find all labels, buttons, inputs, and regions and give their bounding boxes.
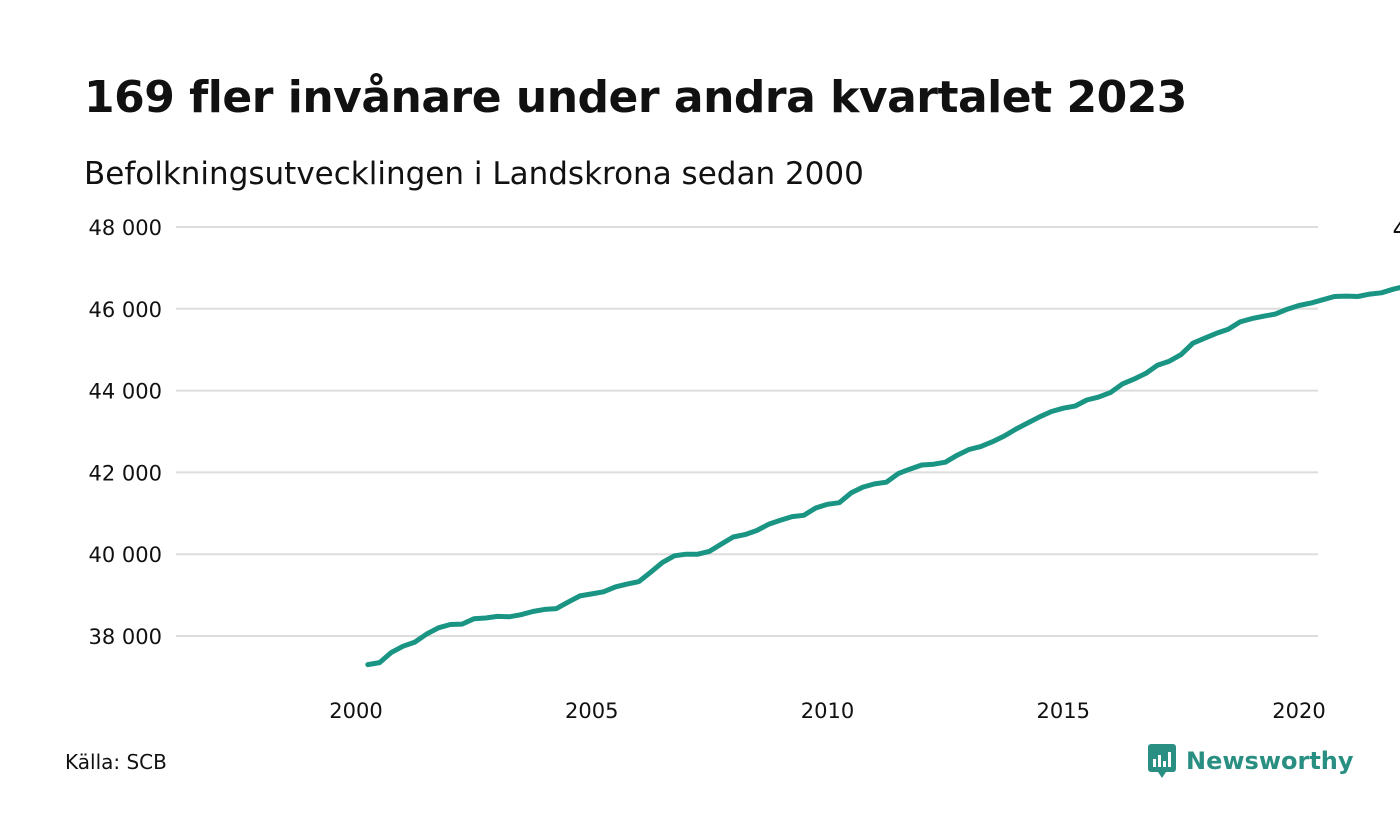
- y-axis: 38 000 40 000 42 000 44 000 46 000 48 000: [89, 216, 162, 649]
- chart-title: 169 fler invånare under andra kvartalet …: [84, 72, 1187, 123]
- y-tick-label: 40 000: [89, 543, 162, 567]
- brand-logo: Newsworthy: [1148, 744, 1354, 778]
- y-tick-label: 38 000: [89, 625, 162, 649]
- source-note: Källa: SCB: [65, 750, 167, 774]
- grid-lines: [176, 226, 1318, 637]
- x-tick-label: 2020: [1272, 699, 1325, 723]
- brand-name: Newsworthy: [1186, 747, 1354, 775]
- x-axis: 2000 2005 2010 2015 2020: [329, 699, 1325, 723]
- end-value-label: 47 257: [1393, 214, 1400, 243]
- x-tick-label: 2000: [329, 699, 382, 723]
- population-line: [365, 284, 1400, 668]
- x-tick-label: 2015: [1037, 699, 1090, 723]
- chart-subtitle: Befolkningsutvecklingen i Landskrona sed…: [84, 156, 864, 192]
- y-tick-label: 42 000: [89, 461, 162, 485]
- y-tick-label: 48 000: [89, 216, 162, 240]
- y-tick-label: 46 000: [89, 298, 162, 322]
- newsworthy-icon: [1148, 744, 1176, 778]
- y-tick-label: 44 000: [89, 380, 162, 404]
- plot-area: 47 257: [365, 214, 1400, 668]
- x-tick-label: 2005: [565, 699, 618, 723]
- x-tick-label: 2010: [801, 699, 854, 723]
